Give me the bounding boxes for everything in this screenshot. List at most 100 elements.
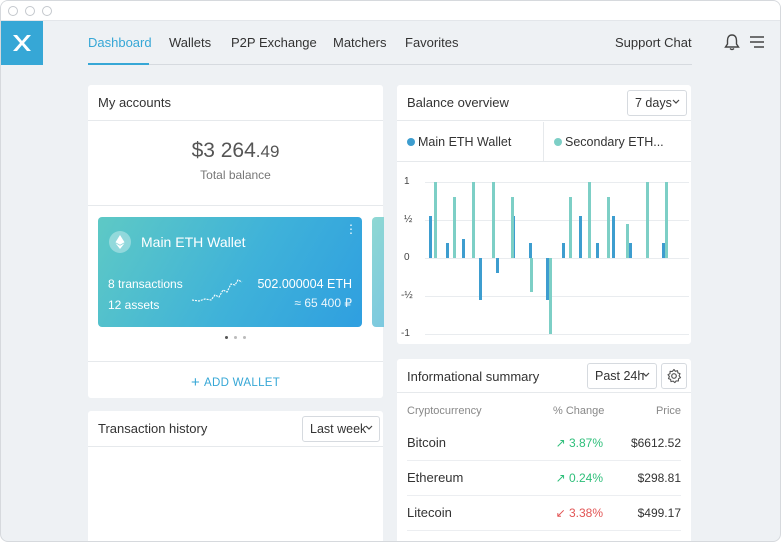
- balance-chart: 1 ½ 0 -½ -1: [397, 163, 691, 344]
- summary-header: Informational summary: [397, 359, 691, 393]
- chart-bar[interactable]: [568, 197, 572, 258]
- summary-settings-button[interactable]: [661, 363, 687, 389]
- chart-bar[interactable]: [587, 182, 591, 258]
- row-divider: [407, 460, 681, 461]
- wallet-name: Main ETH Wallet: [141, 234, 246, 250]
- history-period-select[interactable]: Last week: [302, 416, 380, 442]
- chart-bar[interactable]: [529, 242, 532, 258]
- summary-title: Informational summary: [407, 369, 540, 384]
- history-period-value: Last week: [310, 422, 367, 436]
- window-close-button[interactable]: [8, 6, 18, 16]
- chart-bar[interactable]: [491, 182, 495, 258]
- next-wallet-card-peek[interactable]: [372, 217, 384, 327]
- y-tick-label: -½: [401, 290, 413, 301]
- pager-dot[interactable]: [234, 336, 237, 339]
- my-accounts-title: My accounts: [98, 95, 171, 110]
- wallet-sparkline: [191, 279, 243, 302]
- support-chat-link[interactable]: Support Chat: [615, 35, 692, 50]
- nav-matchers[interactable]: Matchers: [333, 35, 387, 50]
- balance-main: $3 264: [191, 139, 256, 162]
- window-titlebar: [1, 1, 780, 21]
- chevron-down-icon: [365, 425, 373, 430]
- chart-bar[interactable]: [530, 258, 534, 293]
- chart-bar[interactable]: [664, 182, 668, 258]
- chart-bar[interactable]: [510, 197, 514, 258]
- window-maximize-button[interactable]: [42, 6, 52, 16]
- crypto-change: ↗ 0.24%: [555, 471, 603, 485]
- window-minimize-button[interactable]: [25, 6, 35, 16]
- col-header-change: % Change: [553, 405, 605, 417]
- crypto-price: $499.17: [637, 506, 681, 520]
- chart-bar[interactable]: [612, 216, 616, 258]
- chart-bar[interactable]: [595, 242, 599, 258]
- add-wallet-label: ADD WALLET: [204, 377, 281, 389]
- chart-bar[interactable]: [545, 258, 549, 300]
- crypto-change: ↙ 3.38%: [555, 506, 603, 520]
- main-wallet-card[interactable]: Main ETH Wallet ⋮ 8 transactions 12 asse…: [98, 217, 362, 327]
- my-accounts-card: My accounts $3 264.49 Total balance Main…: [88, 85, 384, 398]
- wallet-assets: 12 assets: [108, 298, 160, 312]
- nav-wallets[interactable]: Wallets: [169, 35, 212, 50]
- legend-label: Main ETH Wallet: [418, 135, 512, 149]
- crypto-name: Bitcoin: [407, 435, 447, 450]
- ethereum-icon: [109, 231, 131, 253]
- bell-icon[interactable]: [723, 33, 741, 56]
- chart-bar[interactable]: [549, 258, 553, 334]
- nav-dashboard[interactable]: Dashboard: [88, 35, 152, 50]
- legend-swatch: [407, 138, 415, 146]
- overview-range-value: 7 days: [635, 96, 672, 110]
- chart-bar[interactable]: [445, 242, 449, 258]
- chart-bar[interactable]: [472, 182, 476, 258]
- pager-dot[interactable]: [243, 336, 246, 339]
- app-logo[interactable]: [1, 21, 43, 65]
- legend-secondary-wallet[interactable]: Secondary ETH...: [544, 122, 691, 162]
- nav-divider: [88, 64, 692, 65]
- menu-icon[interactable]: [749, 35, 765, 54]
- y-tick-label: 1: [404, 176, 410, 187]
- chart-bar[interactable]: [562, 242, 566, 258]
- chart-gridline: [425, 258, 689, 259]
- chart-bar[interactable]: [662, 242, 666, 258]
- plus-icon: +: [190, 374, 200, 391]
- crypto-name: Ethereum: [407, 470, 464, 485]
- wallet-fiat-amount: ≈ 65 400 ₽: [294, 296, 352, 310]
- wallet-pager: [88, 336, 383, 339]
- overview-range-select[interactable]: 7 days: [627, 90, 687, 116]
- balance-divider: [88, 205, 383, 206]
- chart-bar[interactable]: [462, 239, 466, 258]
- summary-range-value: Past 24h: [595, 369, 645, 383]
- chart-bar[interactable]: [429, 216, 432, 258]
- col-header-crypto: Cryptocurrency: [407, 405, 482, 417]
- nav-active-indicator: [88, 63, 149, 65]
- wallet-menu-icon[interactable]: ⋮: [345, 222, 357, 236]
- chart-gridline: [425, 220, 689, 221]
- chart-bar[interactable]: [629, 242, 632, 258]
- transaction-history-title: Transaction history: [98, 421, 208, 436]
- add-wallet-button[interactable]: + ADD WALLET: [88, 361, 383, 397]
- informational-summary-card: Informational summary Past 24h Cryptocur…: [397, 359, 691, 541]
- chart-bar[interactable]: [479, 258, 482, 300]
- balance-cents: .49: [255, 142, 280, 161]
- chart-bar[interactable]: [626, 223, 630, 258]
- row-divider: [407, 530, 681, 531]
- gear-icon: [667, 368, 682, 384]
- transaction-history-header: Transaction history: [88, 411, 383, 447]
- chart-bar[interactable]: [434, 182, 437, 258]
- chart-gridline: [425, 296, 689, 297]
- balance-overview-header: Balance overview: [397, 85, 691, 121]
- chart-bar[interactable]: [495, 258, 499, 274]
- y-tick-label: 0: [404, 252, 410, 263]
- legend-main-wallet[interactable]: Main ETH Wallet: [397, 122, 544, 162]
- crypto-price: $6612.52: [630, 436, 681, 450]
- summary-range-select[interactable]: Past 24h: [587, 363, 657, 389]
- chart-bar[interactable]: [607, 197, 611, 258]
- chart-bar[interactable]: [579, 216, 582, 258]
- top-navigation: Dashboard Wallets P2P Exchange Matchers …: [43, 21, 780, 65]
- chevron-down-icon: [672, 99, 680, 104]
- pager-dot[interactable]: [225, 336, 228, 339]
- chart-bar[interactable]: [453, 197, 457, 258]
- legend-label: Secondary ETH...: [565, 135, 664, 149]
- chart-bar[interactable]: [645, 182, 649, 258]
- nav-p2p-exchange[interactable]: P2P Exchange: [231, 35, 317, 50]
- nav-favorites[interactable]: Favorites: [405, 35, 459, 50]
